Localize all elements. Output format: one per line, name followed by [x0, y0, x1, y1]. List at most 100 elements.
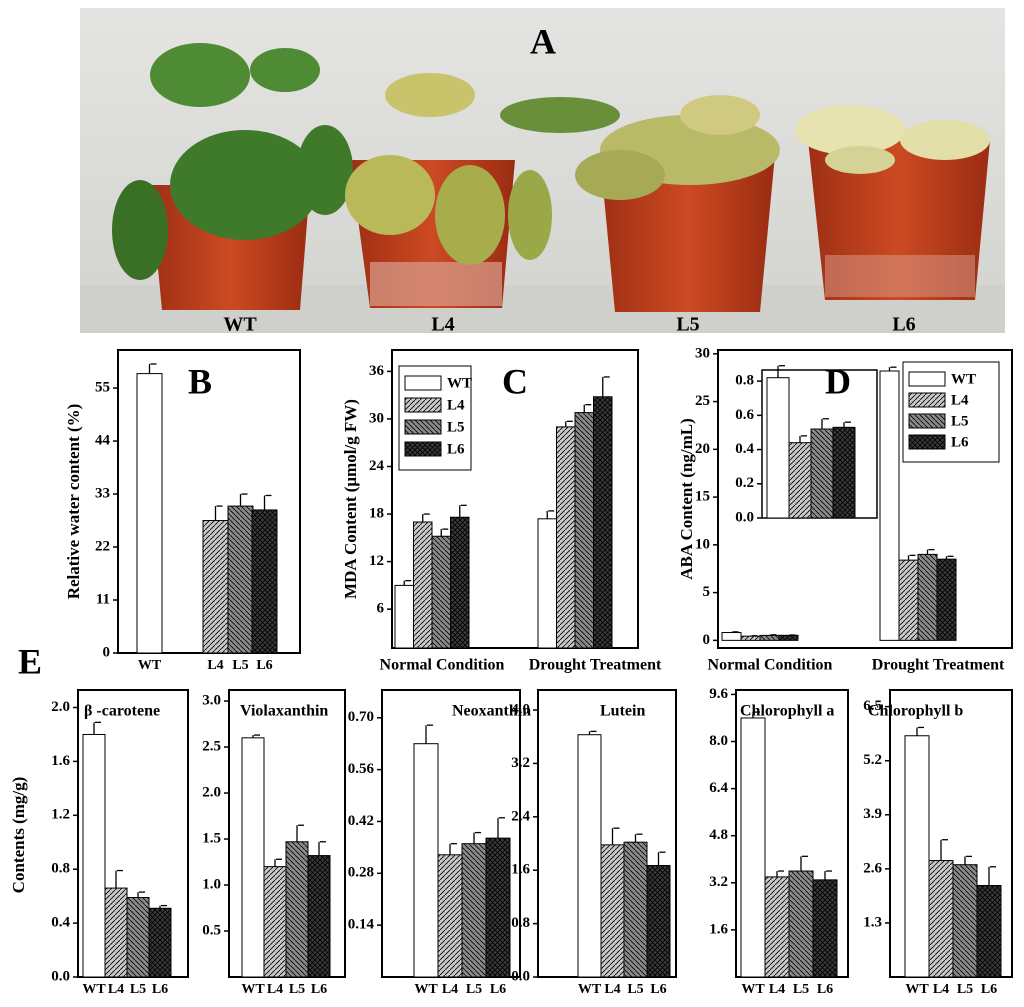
legend-swatch: [908, 434, 946, 450]
y-tick-label: 5.2: [863, 752, 882, 768]
x-tick-label: WT: [578, 982, 602, 997]
y-tick-label: 24: [369, 458, 385, 474]
y-tick-label: 6.5: [863, 698, 882, 714]
bar: [104, 887, 128, 978]
subplot-title: Neoxanthin: [452, 703, 531, 720]
x-tick-label: L6: [152, 982, 168, 997]
bar: [413, 521, 433, 649]
y-tick-label: 0.8: [511, 915, 530, 931]
y-tick-label: 15: [695, 489, 710, 505]
y-tick-label: 0.0: [51, 968, 70, 984]
bar: [556, 426, 576, 649]
bar: [832, 426, 856, 519]
bar: [485, 837, 511, 978]
leaf: [680, 95, 760, 135]
x-tick-label: L5: [957, 982, 973, 997]
bar: [936, 558, 957, 641]
x-tick-label: L4: [108, 982, 124, 997]
y-tick-label: 0.2: [735, 475, 754, 491]
legend-label: L5: [951, 413, 969, 429]
x-tick-label: WT: [82, 982, 106, 997]
leaf: [508, 170, 552, 260]
y-tick-label: 0.4: [51, 915, 70, 931]
y-tick-label: 2.0: [202, 784, 221, 800]
leaf: [297, 125, 353, 215]
y-tick-label: 1.3: [863, 914, 882, 930]
y-tick-label: 0.56: [348, 761, 375, 777]
leaf: [825, 146, 895, 174]
photo: A WT L4 L5 L6: [80, 8, 1005, 336]
y-tick-label: 0: [103, 644, 111, 660]
y-axis-title: MDA Content (μmol/g FW): [341, 399, 360, 599]
x-tick-label: L6: [311, 982, 327, 997]
y-axis-title: Relative water content (%): [64, 404, 83, 600]
bar: [241, 737, 265, 978]
y-tick-label: 10: [695, 536, 710, 552]
legend-swatch: [908, 371, 946, 387]
bar: [431, 535, 451, 649]
y-axis-title: ABA Content (ng/mL): [677, 418, 696, 580]
x-tick-label: L5: [130, 982, 146, 997]
bar: [227, 505, 254, 654]
x-tick-label: L4: [207, 658, 223, 673]
subplot-title: Violaxanthin: [240, 703, 328, 720]
bar: [136, 373, 163, 654]
y-tick-label: 4.0: [511, 701, 530, 717]
bar: [788, 442, 812, 519]
leaf: [150, 43, 250, 107]
y-tick-label: 0.4: [735, 441, 754, 457]
y-tick-label: 0: [703, 632, 711, 648]
y-tick-label: 44: [95, 432, 111, 448]
leaf: [170, 130, 320, 240]
bar: [413, 743, 439, 978]
panel-label: A: [530, 21, 556, 61]
bar: [788, 870, 814, 978]
bar: [879, 370, 900, 641]
x-tick-label: L6: [490, 982, 506, 997]
y-tick-label: 0.70: [348, 709, 374, 725]
y-tick-label: 1.6: [51, 753, 70, 769]
bar: [917, 553, 938, 641]
y-tick-label: 55: [95, 379, 110, 395]
x-tick-label: L4: [604, 982, 620, 997]
bar: [623, 841, 648, 978]
y-tick-label: 9.6: [709, 686, 728, 702]
legend-swatch: [404, 375, 442, 391]
x-tick-label: L6: [256, 658, 272, 673]
photo-caption: L4: [431, 314, 454, 336]
leaf: [795, 105, 905, 155]
panel-label: D: [825, 361, 851, 401]
x-tick-label: L5: [289, 982, 305, 997]
y-tick-label: 36: [369, 363, 385, 379]
legend-label: WT: [447, 375, 472, 391]
legend-label: L6: [951, 434, 969, 450]
y-tick-label: 0.42: [348, 813, 374, 829]
x-tick-label: L4: [933, 982, 949, 997]
bar: [766, 377, 790, 519]
bar: [646, 865, 671, 978]
bar: [82, 733, 106, 978]
y-tick-label: 6: [377, 601, 385, 617]
bar: [600, 844, 625, 978]
y-tick-label: 20: [695, 441, 710, 457]
legend-swatch: [404, 419, 442, 435]
y-tick-label: 22: [95, 538, 110, 554]
y-tick-label: 2.6: [863, 860, 882, 876]
y-tick-label: 30: [369, 410, 384, 426]
y-tick-label: 6.4: [709, 780, 728, 796]
subplot-title: β -carotene: [84, 703, 160, 720]
bar: [263, 866, 287, 978]
y-tick-label: 0.14: [348, 917, 375, 933]
legend-swatch: [908, 392, 946, 408]
x-tick-label: L5: [793, 982, 809, 997]
y-tick-label: 0.28: [348, 865, 374, 881]
x-tick-label: Drought Treatment: [872, 657, 1005, 674]
leaf: [112, 180, 168, 280]
bar: [928, 860, 954, 978]
legend-label: WT: [951, 371, 976, 387]
bar: [285, 841, 309, 978]
bar: [574, 412, 594, 649]
x-tick-label: L6: [817, 982, 833, 997]
bar: [778, 634, 799, 641]
bar: [764, 876, 790, 978]
